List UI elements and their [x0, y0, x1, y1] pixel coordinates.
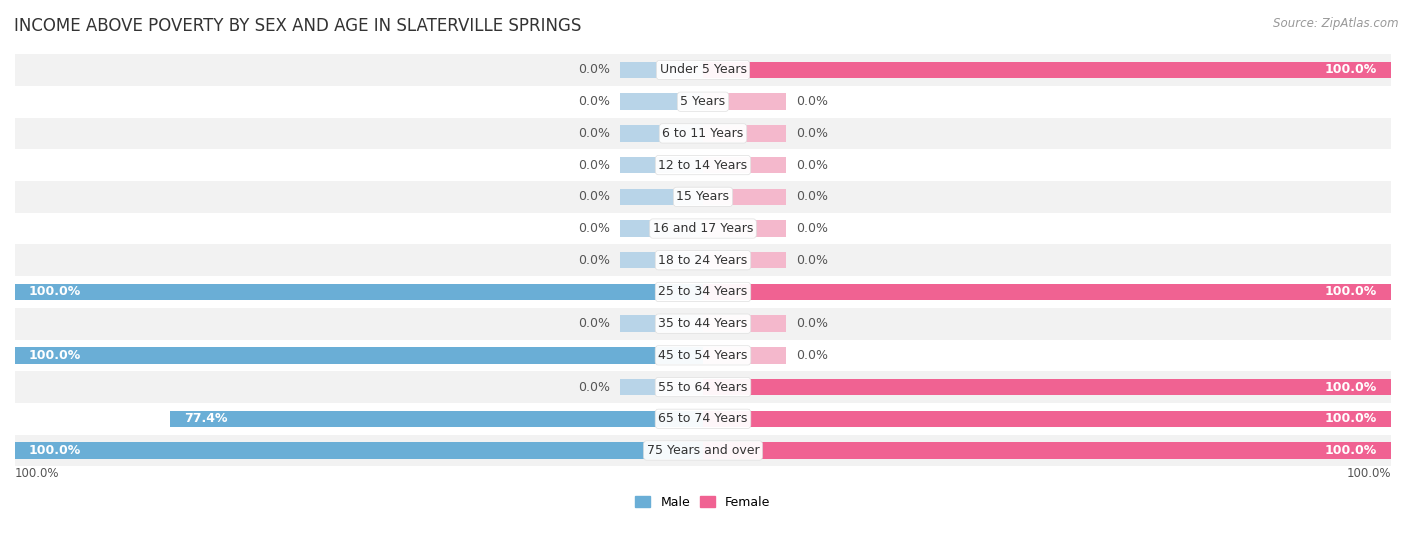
Text: 0.0%: 0.0%	[796, 95, 828, 108]
Text: 0.0%: 0.0%	[578, 159, 610, 172]
Bar	[620, 93, 703, 110]
Text: 0.0%: 0.0%	[578, 190, 610, 203]
Text: 100.0%: 100.0%	[28, 349, 82, 362]
Text: 0.0%: 0.0%	[578, 64, 610, 77]
Text: 16 and 17 Years: 16 and 17 Years	[652, 222, 754, 235]
Bar	[620, 188, 703, 205]
Text: 0.0%: 0.0%	[578, 222, 610, 235]
Text: 100.0%: 100.0%	[28, 286, 82, 299]
Text: 5 Years: 5 Years	[681, 95, 725, 108]
Text: 55 to 64 Years: 55 to 64 Years	[658, 381, 748, 394]
Text: 0.0%: 0.0%	[578, 127, 610, 140]
Bar	[15, 54, 1391, 86]
Bar	[703, 125, 786, 141]
Bar	[15, 347, 703, 363]
Bar	[703, 442, 1391, 459]
Text: 100.0%: 100.0%	[1324, 413, 1378, 425]
Bar	[620, 220, 703, 237]
Bar	[703, 347, 786, 363]
Bar	[15, 244, 1391, 276]
Bar	[15, 371, 1391, 403]
Bar	[703, 93, 786, 110]
Bar	[620, 125, 703, 141]
Bar	[703, 157, 786, 173]
Bar	[620, 315, 703, 332]
Bar	[170, 410, 703, 427]
Bar	[15, 181, 1391, 212]
Text: 0.0%: 0.0%	[796, 222, 828, 235]
Legend: Male, Female: Male, Female	[630, 491, 776, 514]
Bar	[15, 308, 1391, 339]
Bar	[15, 212, 1391, 244]
Bar	[15, 284, 703, 300]
Bar	[703, 315, 786, 332]
Text: 100.0%: 100.0%	[15, 467, 59, 480]
Text: 100.0%: 100.0%	[1324, 64, 1378, 77]
Text: 65 to 74 Years: 65 to 74 Years	[658, 413, 748, 425]
Text: 45 to 54 Years: 45 to 54 Years	[658, 349, 748, 362]
Text: 100.0%: 100.0%	[1324, 444, 1378, 457]
Bar	[620, 252, 703, 268]
Text: 0.0%: 0.0%	[796, 190, 828, 203]
Text: 0.0%: 0.0%	[796, 127, 828, 140]
Text: 0.0%: 0.0%	[796, 349, 828, 362]
Bar	[703, 284, 1391, 300]
Text: 0.0%: 0.0%	[578, 95, 610, 108]
Bar	[703, 379, 1391, 395]
Bar	[620, 379, 703, 395]
Bar	[620, 157, 703, 173]
Text: Under 5 Years: Under 5 Years	[659, 64, 747, 77]
Bar	[15, 339, 1391, 371]
Bar	[620, 61, 703, 78]
Text: 25 to 34 Years: 25 to 34 Years	[658, 286, 748, 299]
Text: 100.0%: 100.0%	[28, 444, 82, 457]
Bar	[703, 252, 786, 268]
Bar	[703, 220, 786, 237]
Bar	[15, 403, 1391, 435]
Text: 0.0%: 0.0%	[578, 317, 610, 330]
Bar	[703, 61, 1391, 78]
Text: Source: ZipAtlas.com: Source: ZipAtlas.com	[1274, 17, 1399, 30]
Bar	[15, 149, 1391, 181]
Bar	[15, 435, 1391, 466]
Text: 0.0%: 0.0%	[578, 381, 610, 394]
Bar	[15, 442, 703, 459]
Text: 100.0%: 100.0%	[1324, 286, 1378, 299]
Text: 100.0%: 100.0%	[1324, 381, 1378, 394]
Text: 0.0%: 0.0%	[796, 159, 828, 172]
Bar	[703, 188, 786, 205]
Text: INCOME ABOVE POVERTY BY SEX AND AGE IN SLATERVILLE SPRINGS: INCOME ABOVE POVERTY BY SEX AND AGE IN S…	[14, 17, 582, 35]
Bar	[15, 117, 1391, 149]
Text: 0.0%: 0.0%	[796, 317, 828, 330]
Text: 77.4%: 77.4%	[184, 413, 228, 425]
Text: 12 to 14 Years: 12 to 14 Years	[658, 159, 748, 172]
Bar	[15, 86, 1391, 117]
Text: 18 to 24 Years: 18 to 24 Years	[658, 254, 748, 267]
Text: 15 Years: 15 Years	[676, 190, 730, 203]
Bar	[703, 410, 1391, 427]
Text: 0.0%: 0.0%	[796, 254, 828, 267]
Text: 6 to 11 Years: 6 to 11 Years	[662, 127, 744, 140]
Text: 35 to 44 Years: 35 to 44 Years	[658, 317, 748, 330]
Text: 75 Years and over: 75 Years and over	[647, 444, 759, 457]
Text: 0.0%: 0.0%	[578, 254, 610, 267]
Bar	[15, 276, 1391, 308]
Text: 100.0%: 100.0%	[1347, 467, 1391, 480]
